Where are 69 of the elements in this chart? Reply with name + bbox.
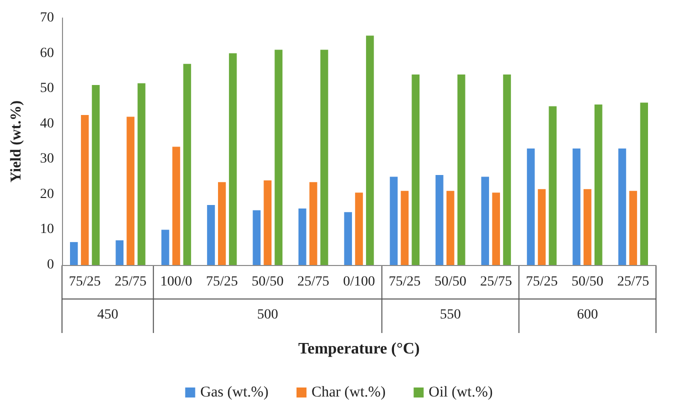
- bar: [538, 189, 546, 265]
- bar: [172, 146, 180, 265]
- x-tick-label: 100/0: [160, 274, 192, 290]
- bar: [320, 50, 328, 265]
- bar: [228, 53, 237, 265]
- bar: [183, 64, 192, 265]
- y-tick-label: 50: [40, 81, 54, 96]
- x-tick-label: 25/75: [480, 274, 512, 290]
- bar: [355, 192, 363, 265]
- bar: [70, 242, 78, 265]
- bar: [390, 176, 398, 265]
- x-tick-label: 50/50: [252, 274, 284, 290]
- bar: [80, 115, 89, 265]
- text: 450: [97, 308, 118, 322]
- y-tick-label: 70: [40, 10, 54, 26]
- bar: [116, 240, 124, 265]
- legend-label: Char (wt.%): [312, 384, 386, 400]
- x-tick-label: 75/25: [68, 274, 101, 290]
- bar: [309, 182, 318, 265]
- bar: [92, 85, 100, 265]
- bar: [584, 189, 592, 265]
- x-axis-title: Temperature (°C): [298, 340, 420, 358]
- bar: [481, 176, 490, 265]
- x-tick-label: 50/50: [434, 274, 466, 290]
- y-tick-label: 60: [40, 46, 54, 61]
- x-tick-label: 25/75: [114, 274, 146, 290]
- x-tick-label: 25/75: [297, 274, 330, 290]
- y-tick-label: 10: [40, 222, 54, 238]
- bar: [207, 205, 215, 265]
- bar: [629, 190, 638, 265]
- y-tick-label: 20: [40, 186, 54, 202]
- bar: [618, 148, 626, 265]
- y-tick-label: 0: [47, 258, 54, 272]
- bar: [274, 50, 282, 265]
- bar: [548, 106, 557, 265]
- text: 600: [576, 308, 598, 322]
- bar: [492, 192, 500, 265]
- x-tick-label: 75/25: [388, 274, 421, 290]
- text: 550: [440, 308, 461, 322]
- bar: [446, 190, 454, 265]
- bar: [526, 148, 535, 265]
- bar: [457, 74, 466, 265]
- bar: [503, 74, 511, 265]
- bar: [126, 116, 134, 265]
- x-tick-label: 50/50: [572, 274, 604, 290]
- x-tick-label: 75/25: [206, 274, 238, 290]
- y-axis-title: Yield (wt.%): [8, 100, 24, 182]
- bar: [264, 180, 272, 265]
- bar: [436, 175, 444, 265]
- bar: [400, 190, 409, 265]
- bar: [161, 230, 170, 265]
- bar: [138, 83, 146, 265]
- bar: [366, 36, 374, 265]
- bar: [572, 148, 580, 265]
- bar: [252, 210, 261, 265]
- x-tick-label: 0/100: [343, 274, 375, 290]
- y-tick-label: 30: [40, 152, 54, 167]
- y-tick-label: 40: [40, 116, 54, 132]
- x-tick-label: 25/75: [617, 274, 650, 290]
- text: 500: [257, 308, 278, 322]
- legend-label: Oil (wt.%): [428, 384, 493, 400]
- bar: [218, 182, 226, 265]
- bar: [640, 102, 648, 265]
- x-tick-label: 75/25: [526, 274, 558, 290]
- bar: [412, 74, 420, 265]
- bar: [298, 208, 306, 265]
- bar: [344, 212, 352, 265]
- bar: [594, 104, 602, 265]
- legend-label: Gas (wt.%): [200, 384, 269, 400]
